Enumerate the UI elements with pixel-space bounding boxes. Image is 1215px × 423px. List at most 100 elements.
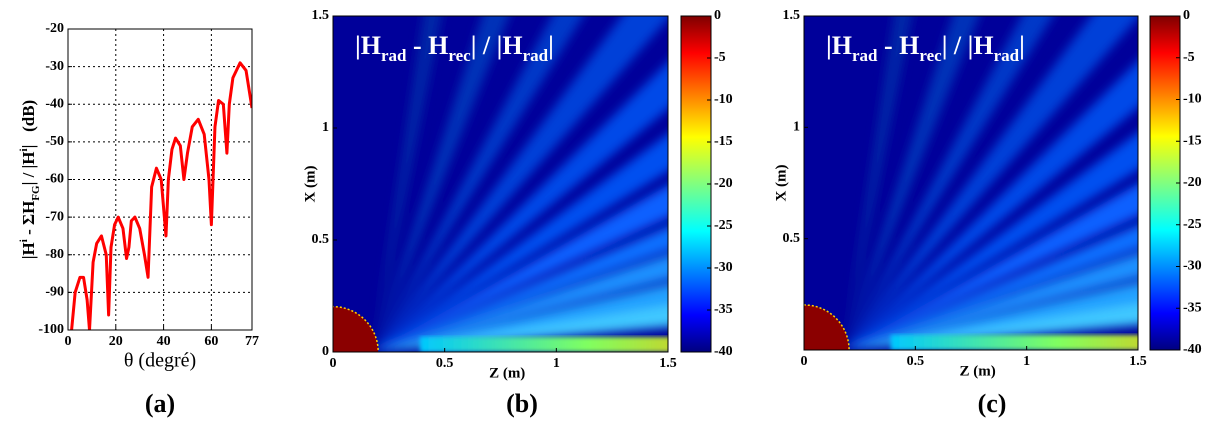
x-tick-label: 77 [245,334,259,349]
y-tick-label: -30 [45,59,64,74]
colorbar-tick-label: -30 [714,260,733,275]
x-tick-label: 1 [553,356,560,371]
panel-title-part: rec [919,46,942,65]
field-ray [373,185,668,352]
field-ray [373,16,668,352]
colorbar-tick-label: 0 [714,8,721,23]
panel-label: (b) [506,389,538,418]
x-tick-label: 0 [330,356,337,371]
panel-title-part: rad [523,46,549,65]
colorbar-tick-label: -30 [1183,259,1202,274]
y-tick-label: -90 [45,285,64,300]
field-band [890,334,1138,350]
axes-frame [332,15,669,353]
y-axis-label-part: i [18,239,30,242]
x-tick-label: 0 [65,334,72,349]
x-axis-label: Z (m) [489,365,525,381]
y-axis-label: |Hi - ΣHFG| / |Hi| (dB) [18,100,42,259]
y-tick-label: 1.5 [312,8,330,23]
panel-label: (a) [145,389,175,418]
panel-title-part: rad [381,46,407,65]
y-tick-label: 0.5 [783,231,801,246]
panel-title-part: rad [852,46,878,65]
x-tick-label: 1.5 [659,356,677,371]
colorbar-tick-label: 0 [1183,8,1190,23]
colorbar-tick-label: -15 [714,134,733,149]
y-tick-label: 0 [322,344,329,359]
colorbar-tick-label: -5 [714,50,726,65]
field-ray [373,62,668,352]
field-ray [373,255,668,352]
x-axis-label: Z (m) [960,363,996,379]
panel-title-part: | / |H [471,31,523,60]
x-tick-label: 1 [1023,354,1030,369]
y-axis-label-part: FG [30,185,42,201]
y-tick-label: 0.5 [312,232,330,247]
heatmap-field [804,16,1138,350]
y-tick-label: 1 [793,120,800,135]
colorbar-tick-label: -40 [714,344,733,359]
colorbar-tick-label: -35 [714,302,733,317]
x-tick-label: 0.5 [436,356,454,371]
panel-title-part: | [548,31,554,60]
colorbar-tick-label: -5 [1183,50,1195,65]
panel-label: (c) [978,389,1007,418]
colorbar-tick-label: -15 [1183,133,1202,148]
y-axis-label-part: |H [19,242,38,259]
field-ray [373,16,509,352]
y-axis-label: X (m) [773,164,789,201]
x-tick-label: 1.5 [1129,354,1147,369]
colorbar [680,15,712,353]
colorbar-tick-label: -20 [1183,175,1202,190]
x-tick-label: 0 [801,354,808,369]
colorbar-tick-label: -20 [714,176,733,191]
y-axis-label-part: | / |H [19,151,38,185]
y-axis-label: X (m) [302,165,318,202]
colorbar-tick-label: -10 [1183,92,1202,107]
colorbar-tick-label: -10 [714,92,733,107]
panel-title-part: |H [826,31,852,60]
panel-title-part: - H [877,31,919,60]
y-tick-label: -40 [45,96,64,111]
heatmap-field [333,16,668,352]
field-ray [373,16,584,352]
panel-title-part: rec [448,46,471,65]
x-tick-label: 60 [204,334,218,349]
panel-title-part: | / |H [942,31,994,60]
colorbar-tick-label: -25 [1183,217,1202,232]
field-ray [844,282,1138,350]
x-tick-label: 0.5 [907,354,925,369]
x-tick-label: 20 [109,334,123,349]
colorbar [1149,15,1181,351]
panel-title-part: | [1019,31,1025,60]
panel-title-part: - H [406,31,448,60]
field-source [804,304,850,350]
panel-title-part: rad [994,46,1020,65]
field-ray [844,132,1138,350]
field-ray [844,16,980,350]
field-ray [844,61,1138,350]
panel-title-part: |H [355,31,381,60]
y-tick-label: -100 [38,322,64,337]
y-tick-label: -80 [45,247,64,262]
colorbar-tick-label: -40 [1183,342,1202,357]
field-ray [844,225,1138,350]
y-tick-label: -60 [45,172,64,187]
field-ray [844,183,1138,350]
y-tick-label: -20 [45,21,64,36]
colorbar-tick-label: -35 [1183,300,1202,315]
data-line [70,61,252,330]
field-ray [844,16,1053,350]
y-tick-label: 1.5 [783,8,801,23]
field-rays [844,16,1138,350]
x-tick-label: 40 [157,334,171,349]
panel-title: |Hrad - Hrec| / |Hrad| [826,31,1025,65]
field-source [333,305,379,352]
field-ray [844,16,1138,350]
field-ray [373,283,668,352]
y-axis-label-part: | (dB) [19,100,38,149]
field-ray [844,16,913,350]
field-ray [373,226,668,352]
